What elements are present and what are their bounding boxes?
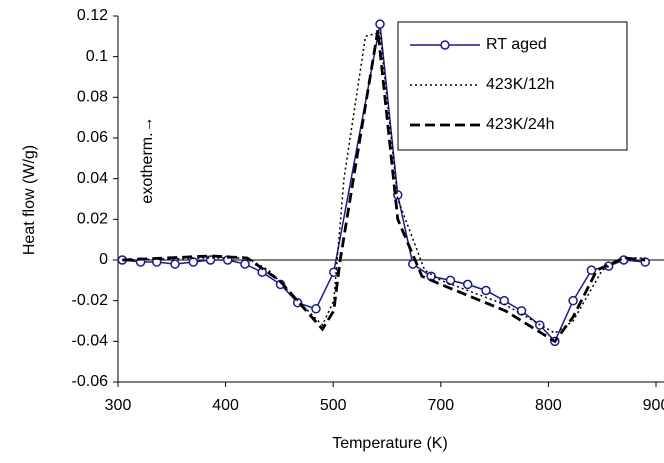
legend-marker <box>440 40 450 50</box>
annotation: exotherm.→ <box>139 116 156 203</box>
data-point <box>240 259 250 269</box>
data-point <box>311 304 321 314</box>
y-tick-label: 0.06 <box>77 129 108 146</box>
data-point <box>568 295 578 306</box>
x-tick-label: 700 <box>427 397 454 414</box>
data-point <box>375 19 385 29</box>
x-tick-label: 900 <box>643 397 664 414</box>
data-point <box>462 279 473 290</box>
series-line <box>122 30 646 344</box>
y-axis-label: Heat flow (W/g) <box>21 145 38 255</box>
x-tick-label: 800 <box>535 397 562 414</box>
legend-label: RT aged <box>486 36 547 53</box>
legend: RT aged 423K/12h 423K/24h <box>397 21 628 151</box>
x-tick-label: 500 <box>320 397 347 414</box>
x-tick-label: 300 <box>105 397 132 414</box>
legend-box <box>397 21 628 151</box>
legend-label: 423K/12h <box>486 76 555 93</box>
y-tick-label: -0.04 <box>72 333 109 350</box>
y-tick-label: 0.1 <box>86 48 108 65</box>
legend-label: 423K/24h <box>486 116 555 133</box>
y-tick-label: 0.12 <box>77 7 108 24</box>
y-tick-label: -0.02 <box>72 292 109 309</box>
data-point <box>188 257 199 267</box>
series-line <box>122 31 646 335</box>
data-point <box>586 265 597 275</box>
y-tick-label: 0.08 <box>77 89 108 106</box>
y-tick-label: 0.04 <box>77 170 108 187</box>
y-tick-label: 0.02 <box>77 211 108 228</box>
y-tick-label: -0.06 <box>72 373 109 390</box>
y-tick-label: 0 <box>99 251 108 268</box>
data-point <box>170 259 180 269</box>
data-point <box>499 295 510 306</box>
x-axis-label: Temperature (K) <box>332 435 448 452</box>
x-tick-label: 400 <box>212 397 239 414</box>
data-point <box>481 285 491 296</box>
data-point <box>445 275 456 286</box>
